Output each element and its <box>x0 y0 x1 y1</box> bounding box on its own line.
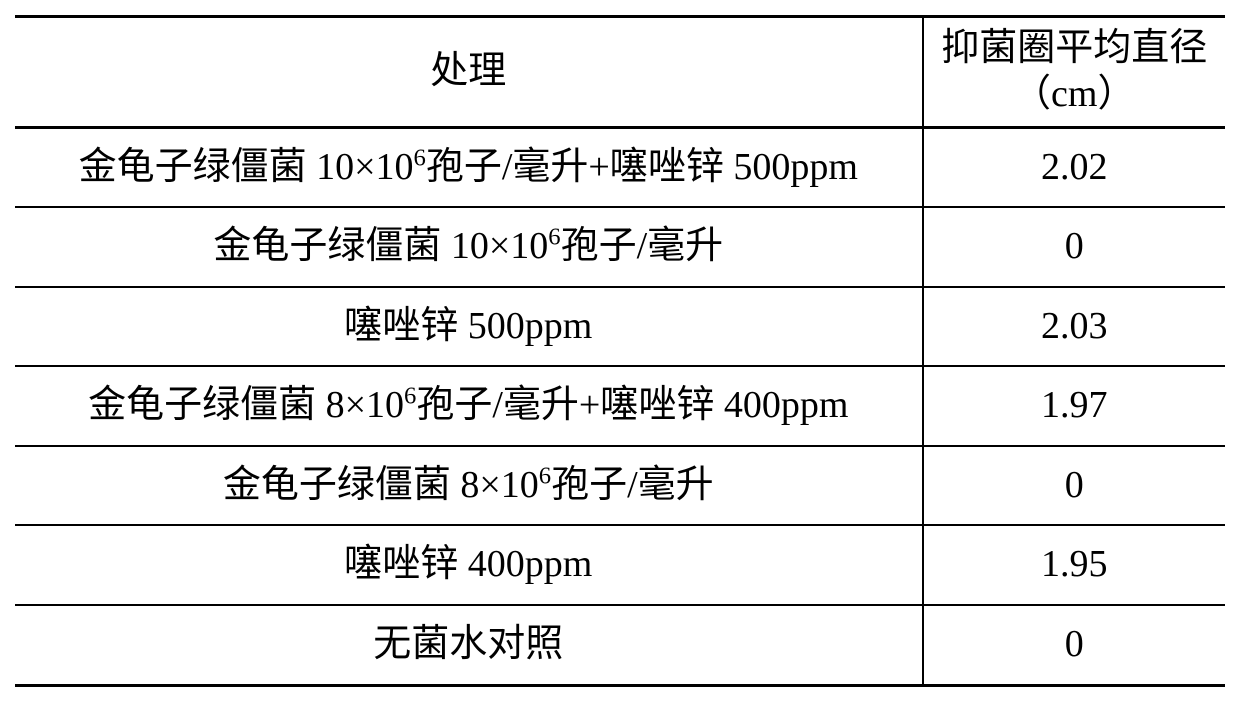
table-row: 无菌水对照 0 <box>15 605 1225 685</box>
treatment-prefix: 金龟子绿僵菌 10×10 <box>79 146 414 188</box>
treatment-prefix: 噻唑锌 500ppm <box>344 305 592 347</box>
cell-value: 0 <box>923 605 1226 685</box>
cell-value: 0 <box>923 446 1226 526</box>
cell-value: 2.02 <box>923 127 1226 207</box>
header-label-diameter: 抑菌圈平均直径（cm） <box>928 26 1222 117</box>
treatment-prefix: 金龟子绿僵菌 10×10 <box>213 225 548 267</box>
treatment-suffix: 孢子/毫升+噻唑锌 500ppm <box>426 146 858 188</box>
cell-treatment: 金龟子绿僵菌 8×106孢子/毫升+噻唑锌 400ppm <box>15 366 923 446</box>
table-row: 噻唑锌 400ppm 1.95 <box>15 525 1225 605</box>
cell-value: 0 <box>923 207 1226 287</box>
cell-treatment: 金龟子绿僵菌 8×106孢子/毫升 <box>15 446 923 526</box>
cell-treatment: 金龟子绿僵菌 10×106孢子/毫升 <box>15 207 923 287</box>
treatment-exponent: 6 <box>414 144 426 171</box>
column-header-diameter: 抑菌圈平均直径（cm） <box>923 17 1226 127</box>
table-header-row: 处理 抑菌圈平均直径（cm） <box>15 17 1225 127</box>
column-header-treatment: 处理 <box>15 17 923 127</box>
cell-treatment: 无菌水对照 <box>15 605 923 685</box>
cell-treatment: 噻唑锌 500ppm <box>15 287 923 367</box>
table-row: 金龟子绿僵菌 10×106孢子/毫升0 <box>15 207 1225 287</box>
cell-value: 1.95 <box>923 525 1226 605</box>
treatment-prefix: 噻唑锌 400ppm <box>344 543 592 585</box>
header-label-treatment: 处理 <box>430 49 506 95</box>
treatment-prefix: 金龟子绿僵菌 8×10 <box>88 384 404 426</box>
table-row: 噻唑锌 500ppm 2.03 <box>15 287 1225 367</box>
treatment-exponent: 6 <box>548 223 560 250</box>
table-row: 金龟子绿僵菌 10×106孢子/毫升+噻唑锌 500ppm2.02 <box>15 127 1225 207</box>
treatment-suffix: 孢子/毫升 <box>551 464 714 506</box>
treatment-suffix: 孢子/毫升 <box>561 225 724 267</box>
table-row: 金龟子绿僵菌 8×106孢子/毫升+噻唑锌 400ppm1.97 <box>15 366 1225 446</box>
data-table: 处理 抑菌圈平均直径（cm） 金龟子绿僵菌 10×106孢子/毫升+噻唑锌 50… <box>15 15 1225 686</box>
treatment-exponent: 6 <box>404 383 416 410</box>
table-body: 金龟子绿僵菌 10×106孢子/毫升+噻唑锌 500ppm2.02金龟子绿僵菌 … <box>15 127 1225 685</box>
treatment-prefix: 金龟子绿僵菌 8×10 <box>223 464 539 506</box>
treatment-suffix: 孢子/毫升+噻唑锌 400ppm <box>416 384 848 426</box>
treatment-exponent: 6 <box>539 462 551 489</box>
cell-value: 1.97 <box>923 366 1226 446</box>
table-row: 金龟子绿僵菌 8×106孢子/毫升0 <box>15 446 1225 526</box>
cell-treatment: 噻唑锌 400ppm <box>15 525 923 605</box>
cell-treatment: 金龟子绿僵菌 10×106孢子/毫升+噻唑锌 500ppm <box>15 127 923 207</box>
table-container: 处理 抑菌圈平均直径（cm） 金龟子绿僵菌 10×106孢子/毫升+噻唑锌 50… <box>15 15 1225 686</box>
treatment-prefix: 无菌水对照 <box>373 623 563 665</box>
cell-value: 2.03 <box>923 287 1226 367</box>
